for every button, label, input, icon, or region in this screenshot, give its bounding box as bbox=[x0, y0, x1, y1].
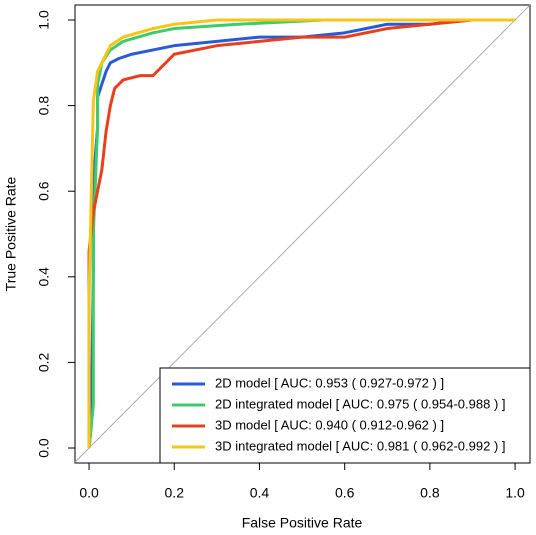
y-tick-label: 0.6 bbox=[36, 181, 52, 201]
legend-label: 2D model [ AUC: 0.953 ( 0.927-0.972 ) ] bbox=[215, 375, 444, 390]
x-tick-label: 0.6 bbox=[335, 485, 355, 501]
y-tick-label: 0.2 bbox=[36, 352, 52, 372]
legend-label: 2D integrated model [ AUC: 0.975 ( 0.954… bbox=[215, 396, 506, 411]
y-tick-label: 0.8 bbox=[36, 96, 52, 116]
reference-diagonal bbox=[75, 5, 530, 463]
legend-label: 3D model [ AUC: 0.940 ( 0.912-0.962 ) ] bbox=[215, 417, 444, 432]
roc-curve bbox=[87, 18, 516, 449]
legend-box bbox=[159, 367, 531, 464]
y-tick-label: 0.4 bbox=[36, 267, 52, 287]
x-tick-label: 0.4 bbox=[250, 485, 270, 501]
x-tick-label: 1.0 bbox=[505, 485, 525, 501]
legend: 2D model [ AUC: 0.953 ( 0.927-0.972 ) ] 2… bbox=[159, 367, 531, 464]
x-tick-label: 0.8 bbox=[420, 485, 440, 501]
plot-area bbox=[75, 5, 530, 463]
roc-curve bbox=[87, 18, 516, 449]
legend-label: 3D integrated model [ AUC: 0.981 ( 0.962… bbox=[215, 438, 506, 453]
x-axis-label: False Positive Rate bbox=[242, 515, 363, 531]
y-tick-label: 1.0 bbox=[36, 10, 52, 30]
roc-curve bbox=[87, 18, 516, 449]
y-axis-label: True Positive Rate bbox=[3, 176, 19, 291]
x-tick-label: 0.0 bbox=[79, 485, 99, 501]
y-tick-label: 0.0 bbox=[36, 438, 52, 458]
x-tick-label: 0.2 bbox=[165, 485, 185, 501]
